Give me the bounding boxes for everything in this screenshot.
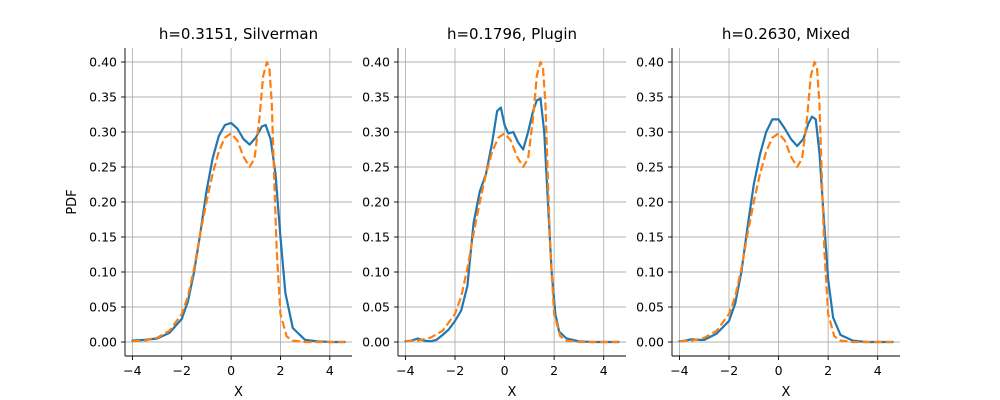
y-tick-label: 0.25: [636, 160, 664, 175]
x-tick-label: 4: [600, 363, 608, 378]
subplot-2: −4 −2 0 2 4 0.00 0.05 0.10 0.15 0.20 0.25 0.30 0.35 0…: [362, 25, 626, 400]
y-tick-label: 0.35: [636, 90, 664, 105]
y-tick-label: 0.40: [636, 55, 664, 70]
subplot-title: h=0.1796, Plugin: [447, 25, 577, 43]
y-tick-label: 0.20: [636, 195, 664, 210]
y-tick-label: 0.05: [362, 300, 390, 315]
y-tick-label: 0.05: [89, 300, 117, 315]
y-tick-label: 0.15: [89, 230, 117, 245]
y-tick-label: 0.10: [362, 265, 390, 280]
subplot-1: −4 −2 0 2 4 0.00 0.05 0.10 0.15 0.20 0.25 0.30 0.35 0…: [65, 25, 352, 400]
y-tick-label: 0.30: [89, 125, 117, 140]
x-axis-label: X: [234, 385, 243, 400]
y-tick-label: 0.30: [636, 125, 664, 140]
solid-series-line: [404, 97, 620, 344]
dashed-series-line: [679, 60, 893, 344]
y-axis-label: PDF: [65, 189, 80, 214]
x-tick-label: −2: [446, 363, 464, 378]
y-tick-label: 0.25: [362, 160, 390, 175]
x-tick-label: 4: [326, 363, 334, 378]
dashed-series-line: [405, 60, 619, 344]
x-tick-label: −4: [670, 363, 688, 378]
x-tick-label: −4: [396, 363, 414, 378]
y-tick-label: 0.25: [89, 160, 117, 175]
x-tick-label: −2: [173, 363, 191, 378]
y-tick-label: 0.00: [636, 335, 664, 350]
y-tick-label: 0.40: [89, 55, 117, 70]
subplot-title: h=0.2630, Mixed: [722, 25, 850, 43]
x-tick-label: 0: [775, 363, 783, 378]
x-tick-label: 4: [874, 363, 882, 378]
solid-series-line: [678, 115, 894, 344]
x-axis-label: X: [508, 385, 517, 400]
y-tick-label: 0.00: [362, 335, 390, 350]
x-tick-label: 2: [550, 363, 558, 378]
y-tick-label: 0.35: [89, 90, 117, 105]
y-tick-label: 0.05: [636, 300, 664, 315]
y-tick-label: 0.20: [362, 195, 390, 210]
y-tick-label: 0.15: [362, 230, 390, 245]
x-tick-label: 0: [501, 363, 509, 378]
dashed-series-line: [132, 60, 345, 344]
x-tick-label: −4: [123, 363, 141, 378]
x-axis-label: X: [782, 385, 791, 400]
x-tick-label: 0: [227, 363, 235, 378]
y-tick-label: 0.30: [362, 125, 390, 140]
y-tick-label: 0.35: [362, 90, 390, 105]
solid-series-line: [131, 121, 346, 344]
x-tick-label: 2: [824, 363, 832, 378]
y-tick-label: 0.10: [636, 265, 664, 280]
x-tick-label: −2: [720, 363, 738, 378]
y-tick-label: 0.00: [89, 335, 117, 350]
x-tick-label: 2: [276, 363, 284, 378]
subplot-3: −4 −2 0 2 4 0.00 0.05 0.10 0.15 0.20 0.25 0.30 0.35 0…: [636, 25, 900, 400]
y-tick-label: 0.40: [362, 55, 390, 70]
y-tick-label: 0.15: [636, 230, 664, 245]
subplot-title: h=0.3151, Silverman: [159, 25, 318, 43]
y-tick-label: 0.10: [89, 265, 117, 280]
y-tick-label: 0.20: [89, 195, 117, 210]
